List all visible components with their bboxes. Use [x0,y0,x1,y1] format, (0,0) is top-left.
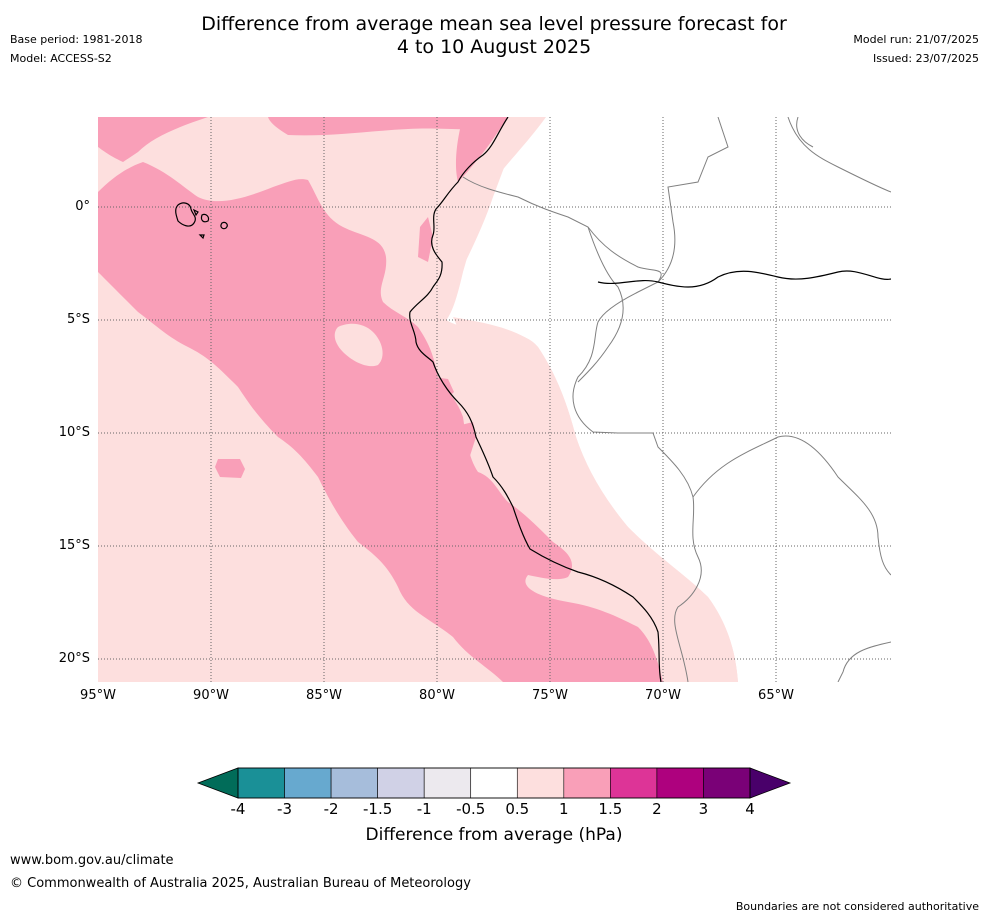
pink-region-northwest [98,117,208,162]
colorbar-segment [470,767,518,799]
lon-label-70w: 70°W [645,688,681,703]
colorbar-title: Difference from average (hPa) [365,825,623,845]
lat-label-10s: 10°S [58,425,90,440]
pink-pocket-coast-3 [453,422,476,462]
lat-label-15s: 15°S [58,538,90,553]
colorbar-segment [703,767,751,799]
model-run-label: Model run: 21/07/2025 [853,33,979,46]
colorbar-tick-label: 1.5 [598,800,623,818]
base-period-label: Base period: 1981-2018 [10,33,143,46]
colorbar-tick-label: -3 [277,800,293,818]
lon-label-80w: 80°W [419,688,455,703]
website-link[interactable]: www.bom.gov.au/climate [10,853,174,868]
lon-label-75w: 75°W [532,688,568,703]
coastal-light-band-north [428,117,546,327]
model-label: Model: ACCESS-S2 [10,52,112,65]
land-area [443,117,891,682]
colorbar [196,767,792,799]
coastlines [175,117,891,682]
colorbar-tick-label: 3 [698,800,709,818]
colorbar-tick-label: -1 [416,800,432,818]
colorbar-tick-label: 2 [652,800,662,818]
colorbar-segment [377,767,425,799]
light-hole-offshore [334,323,383,367]
colorbar-tick-label: -2 [323,800,339,818]
colorbar-segment [610,767,658,799]
pink-region-north-coast [455,117,508,182]
colorbar-tick-label: -1.5 [362,800,393,818]
colorbar-segment [563,767,611,799]
colorbar-segment [516,767,565,799]
title-line-1: Difference from average mean sea level p… [201,13,787,35]
colorbar-segment [423,767,472,799]
lat-label-0: 0° [75,199,90,214]
pink-region-north [268,117,498,136]
colorbar-tick-label: -4 [230,800,246,818]
colorbar-outline [237,767,751,799]
colorbar-segment [656,767,704,799]
pink-blob-west [215,459,245,478]
pink-region-main [98,162,663,682]
lat-label-5s: 5°S [66,312,90,327]
pink-pocket-coast-2 [430,377,454,402]
title-line-2: 4 to 10 August 2025 [396,36,592,58]
lat-label-20s: 20°S [58,651,90,666]
issued-label: Issued: 23/07/2025 [872,52,979,65]
gridlines [98,117,891,682]
lon-label-95w: 95°W [80,688,116,703]
colorbar-segment [330,767,378,799]
colorbar-tick-label: 4 [745,800,755,818]
colorbar-low-extend [196,767,239,799]
copyright-text: © Commonwealth of Australia 2025, Austra… [10,876,471,891]
colorbar-tick-label: -0.5 [456,800,486,818]
lon-label-65w: 65°W [758,688,794,703]
colorbar-segment [237,767,285,799]
lon-label-85w: 85°W [306,688,342,703]
colorbar-tick-label: 0.5 [505,800,530,818]
disclaimer-text: Boundaries are not considered authoritat… [735,900,979,913]
colorbar-segment [284,767,332,799]
lon-label-90w: 90°W [193,688,229,703]
colorbar-tick-label: 1 [559,800,569,818]
pressure-anomaly-map [98,117,891,682]
coastal-light-band [453,317,738,682]
pink-pocket-coast-1 [418,217,433,262]
colorbar-high-extend [749,767,792,799]
colorbar-segments [237,767,751,799]
page-title: Difference from average mean sea level p… [150,13,838,59]
country-borders [462,117,891,682]
